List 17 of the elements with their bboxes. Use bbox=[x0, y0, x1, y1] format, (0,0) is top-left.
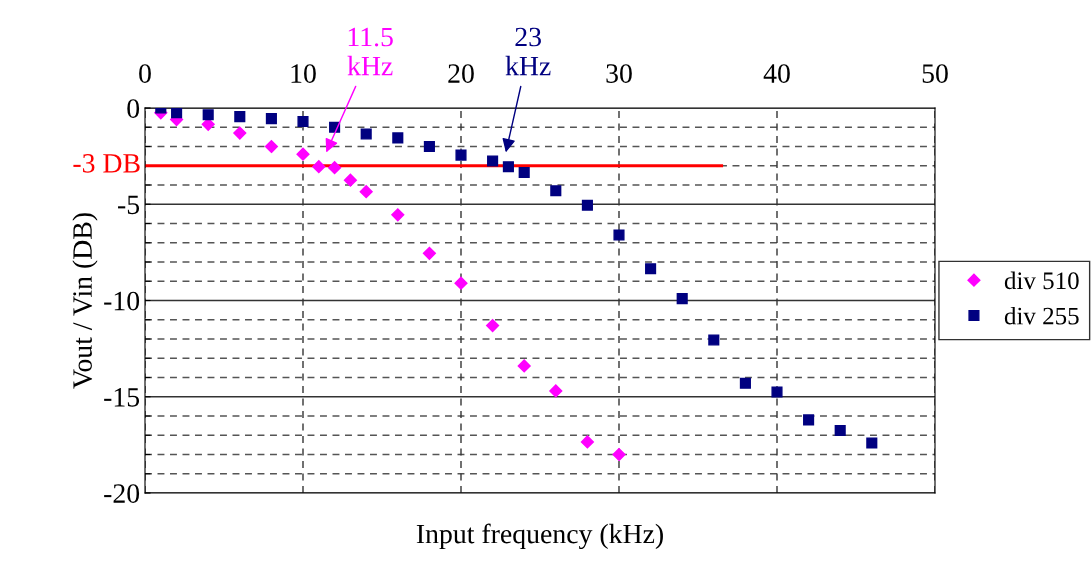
text: 23 kHz bbox=[505, 27, 551, 76]
x-tick-label: 30 bbox=[606, 64, 632, 83]
text: 11.5 kHz bbox=[347, 27, 393, 76]
x-tick-label: 50 bbox=[922, 64, 948, 83]
y-tick-label: -10 bbox=[104, 291, 140, 311]
x-tick-label: 40 bbox=[763, 64, 790, 83]
legend-label: div 255 bbox=[1004, 306, 1079, 325]
y-tick-label: -15 bbox=[104, 388, 140, 407]
x-tick-label: 10 bbox=[291, 64, 316, 83]
legend-label: div 510 bbox=[1004, 271, 1079, 290]
y-axis-title: Vout / Vin (DB) bbox=[72, 213, 98, 389]
ref-line-label: -3 DB bbox=[73, 154, 140, 173]
x-tick-label: 20 bbox=[448, 64, 474, 83]
y-tick-label: -20 bbox=[104, 484, 140, 503]
y-tick-label: 0 bbox=[127, 99, 140, 118]
y-tick-label: -5 bbox=[118, 195, 140, 215]
x-axis-title: Input frequency (kHz) bbox=[416, 523, 663, 550]
